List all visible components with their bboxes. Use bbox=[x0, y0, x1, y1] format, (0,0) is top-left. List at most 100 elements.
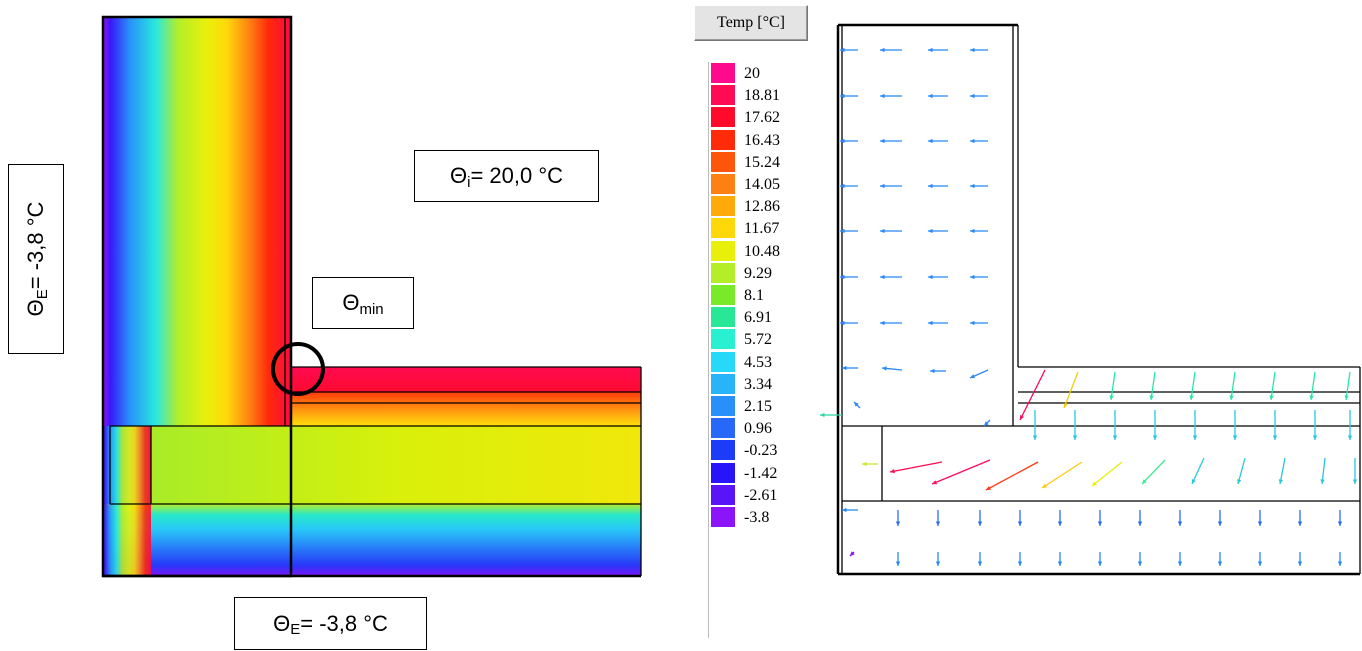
floor-mid-layer bbox=[291, 392, 641, 426]
flux-arrowhead bbox=[1057, 561, 1063, 566]
flux-arrow bbox=[1063, 371, 1079, 409]
flux-arrowhead bbox=[970, 93, 975, 99]
flux-arrow bbox=[1270, 371, 1276, 401]
flux-arrowhead bbox=[854, 402, 859, 407]
legend-value: 14.05 bbox=[744, 176, 780, 193]
flux-arrowhead bbox=[1217, 521, 1223, 526]
legend-value: -3.8 bbox=[744, 509, 770, 526]
flux-arrow bbox=[1191, 457, 1205, 485]
legend-swatch bbox=[711, 373, 735, 394]
legend-swatch bbox=[711, 462, 735, 483]
legend-entry: 14.05 bbox=[711, 173, 811, 195]
legend-swatch bbox=[711, 174, 735, 194]
flux-arrowhead bbox=[1337, 521, 1343, 526]
legend-swatch bbox=[711, 440, 735, 461]
legend-value: 16.43 bbox=[744, 131, 780, 149]
flux-arrow bbox=[1150, 371, 1156, 401]
flux-arrow bbox=[1345, 371, 1351, 401]
flux-arrow bbox=[931, 459, 991, 485]
flux-arrowhead bbox=[935, 561, 941, 566]
flux-arrowhead bbox=[1097, 521, 1103, 526]
legend-title-button[interactable]: Temp [°C] bbox=[694, 5, 808, 41]
legend-value: 5.72 bbox=[744, 331, 772, 349]
legend-entry: 3.34 bbox=[711, 373, 811, 395]
legend-entry: 9.29 bbox=[711, 262, 811, 284]
flux-arrowhead bbox=[928, 183, 933, 189]
flux-arrowhead bbox=[840, 274, 845, 280]
flux-arrowhead bbox=[1042, 483, 1047, 488]
flux-arrowhead bbox=[928, 274, 933, 280]
legend-entry: 5.72 bbox=[711, 328, 811, 350]
flux-arrowhead bbox=[880, 138, 885, 144]
flux-arrowhead bbox=[1097, 561, 1103, 566]
legend-swatch bbox=[711, 396, 735, 416]
flux-arrow bbox=[1091, 461, 1123, 487]
flux-arrowhead bbox=[1229, 395, 1234, 400]
legend-value: 9.29 bbox=[744, 264, 772, 282]
flux-arrow bbox=[1230, 371, 1236, 401]
flux-arrowhead bbox=[1032, 435, 1038, 440]
flux-arrowhead bbox=[842, 365, 847, 371]
flux-arrowhead bbox=[1278, 479, 1283, 484]
flux-arrowhead bbox=[1017, 561, 1023, 566]
floor-top-layer bbox=[291, 367, 641, 392]
flux-arrowhead bbox=[1217, 561, 1223, 566]
flux-arrowhead bbox=[820, 412, 825, 418]
flux-arrowhead bbox=[895, 561, 901, 566]
flux-arrowhead bbox=[970, 138, 975, 144]
flux-arrowhead bbox=[1142, 479, 1147, 484]
flux-arrowhead bbox=[970, 374, 975, 379]
flux-arrowhead bbox=[1232, 435, 1238, 440]
flux-arrowhead bbox=[1072, 435, 1078, 440]
flux-arrow bbox=[1110, 371, 1116, 401]
legend-entry: 11.67 bbox=[711, 217, 811, 239]
flux-arrowhead bbox=[970, 47, 975, 53]
legend-value: 6.91 bbox=[744, 309, 772, 327]
legend-entry: 16.43 bbox=[711, 129, 811, 151]
legend-value: 12.86 bbox=[744, 198, 780, 216]
flux-arrowhead bbox=[1257, 521, 1263, 526]
flux-arrowhead bbox=[1312, 435, 1318, 440]
flux-arrowhead bbox=[882, 366, 887, 371]
legend-entry: -1.42 bbox=[711, 462, 811, 484]
legend-entry: 18.81 bbox=[711, 84, 811, 106]
flux-arrowhead bbox=[930, 368, 935, 374]
flux-arrowhead bbox=[986, 485, 991, 490]
flux-arrow bbox=[1190, 371, 1196, 401]
legend-entry: -3.8 bbox=[711, 506, 811, 528]
legend-entry: 8.1 bbox=[711, 284, 811, 306]
legend-swatch bbox=[711, 484, 735, 505]
legend-swatch bbox=[711, 240, 735, 261]
legend-swatch bbox=[711, 218, 735, 239]
flux-arrowhead bbox=[1017, 521, 1023, 526]
flux-arrowhead bbox=[1112, 435, 1118, 440]
flux-arrowhead bbox=[880, 228, 885, 234]
flux-arrowhead bbox=[970, 274, 975, 280]
flux-arrowhead bbox=[977, 561, 983, 566]
theta-min-marker bbox=[271, 342, 325, 396]
legend-value: 2.15 bbox=[744, 398, 772, 415]
flux-arrowhead bbox=[1257, 561, 1263, 566]
legend-swatch bbox=[711, 507, 735, 527]
flux-arrowhead bbox=[840, 228, 845, 234]
legend-swatch bbox=[711, 196, 735, 217]
legend-entry: 0.96 bbox=[711, 417, 811, 439]
legend-frame bbox=[708, 62, 811, 638]
flux-arrowhead bbox=[840, 47, 845, 53]
legend-swatch bbox=[711, 63, 735, 83]
flux-arrowhead bbox=[1137, 561, 1143, 566]
flux-arrowhead bbox=[1063, 403, 1068, 408]
flux-arrow bbox=[1141, 459, 1166, 485]
legend-entry: 6.91 bbox=[711, 306, 811, 328]
flux-arrowhead bbox=[1191, 479, 1196, 484]
legend-entry: 15.24 bbox=[711, 151, 811, 173]
flux-arrowhead bbox=[1297, 561, 1303, 566]
legend-value: 10.48 bbox=[744, 242, 780, 260]
flux-arrowhead bbox=[1057, 521, 1063, 526]
theta-e-left-label-box bbox=[8, 164, 64, 354]
flux-arrowhead bbox=[880, 274, 885, 280]
legend-value: 15.24 bbox=[744, 153, 780, 171]
flux-arrowhead bbox=[970, 320, 975, 326]
legend-value: -1.42 bbox=[744, 464, 778, 482]
